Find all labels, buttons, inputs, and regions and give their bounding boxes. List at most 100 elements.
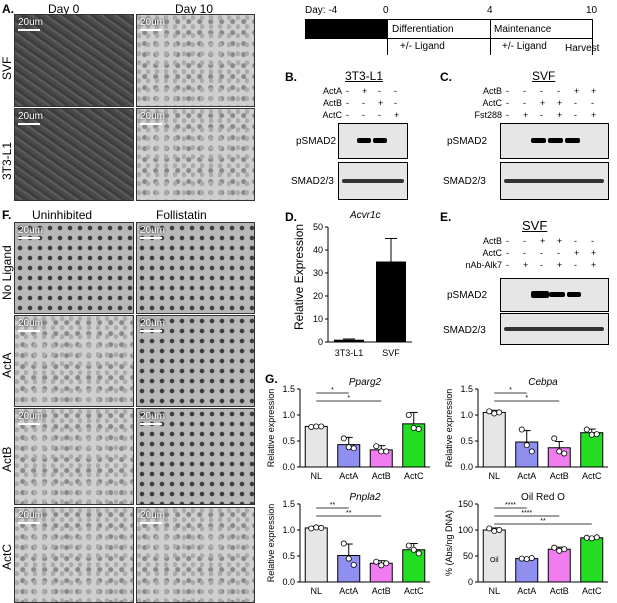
panel-b-title: 3T3-L1: [345, 69, 384, 83]
panel-a-label: A.: [2, 2, 14, 16]
treatment-sign: +: [591, 260, 597, 270]
treatment-sign: -: [540, 110, 543, 120]
scale-bar: 20um: [140, 411, 165, 425]
treatment-sign: -: [362, 110, 365, 120]
x-tick-label: ActA: [517, 471, 536, 481]
bar-annotation: Oil: [490, 557, 499, 564]
data-point: [350, 561, 357, 568]
treatment-sign: -: [362, 98, 365, 108]
treatment-sign: -: [540, 86, 543, 96]
row-label-svf: SVF: [0, 56, 14, 80]
treatment-label: ActB: [482, 86, 502, 96]
scale-bar: 20um: [18, 318, 43, 332]
treatment-sign: +: [591, 86, 597, 96]
treatment-sign: +: [557, 236, 563, 246]
panel-a-col-header-day0: Day 0: [48, 2, 80, 16]
band: [531, 291, 549, 298]
band: [567, 292, 581, 297]
treatment-sign: -: [574, 260, 577, 270]
treatment-sign: +: [540, 236, 546, 246]
data-point: [415, 426, 422, 433]
bar: [334, 339, 364, 342]
treatment-sign: +: [523, 110, 529, 120]
band: [504, 327, 604, 331]
data-point: [340, 540, 347, 547]
row-label-3t3: 3T3-L1: [0, 141, 14, 180]
chart-title: Oil Red O: [521, 492, 565, 503]
treatment-sign: -: [506, 236, 509, 246]
timeline-tick-4: 4: [487, 5, 493, 16]
scale-bar: 20um: [140, 318, 165, 332]
band: [342, 179, 404, 183]
y-tick-label: 100: [458, 525, 473, 535]
y-tick-label: 1.0: [282, 525, 295, 535]
y-tick-label: 1.5: [282, 384, 295, 394]
data-point: [383, 560, 390, 567]
y-tick-label: 1.0: [282, 410, 295, 420]
blot-e-smad23: [500, 313, 609, 345]
band: [549, 292, 565, 297]
data-point: [588, 535, 595, 542]
treatment-sign: -: [346, 98, 349, 108]
treatment-label: ActA: [322, 86, 342, 96]
data-point: [588, 431, 595, 438]
band: [565, 138, 580, 143]
x-tick-label: ActB: [372, 586, 391, 596]
treatment-sign: +: [557, 98, 563, 108]
panel-f-label: F.: [2, 208, 12, 222]
timeline-phase1-sub: +/- Ligand: [400, 41, 445, 52]
data-point: [518, 555, 525, 562]
band: [531, 138, 546, 143]
y-tick-label: 30: [313, 268, 323, 278]
data-point: [551, 435, 558, 442]
significance-label: *: [525, 395, 528, 402]
data-point: [410, 425, 417, 432]
bar: [580, 432, 604, 468]
blot-e-label-smad23: SMAD2/3: [443, 325, 486, 336]
data-point: [318, 524, 325, 531]
blot-c-label-psmad2: pSMAD2: [447, 136, 488, 147]
micrograph-actb-follistatin: 20um: [136, 408, 255, 505]
blot-b-label-smad23: SMAD2/3: [291, 176, 334, 187]
treatment-sign: -: [523, 248, 526, 258]
row-label-actb: ActB: [0, 446, 14, 472]
timeline-phase2-sub: +/- Ligand: [502, 41, 547, 52]
treatment-sign: -: [591, 98, 594, 108]
x-tick-label: ActC: [582, 471, 602, 481]
y-axis-label: Relative expression: [444, 389, 454, 468]
treatment-sign: +: [591, 110, 597, 120]
data-point: [345, 555, 352, 562]
treatment-sign: -: [557, 86, 560, 96]
data-point: [308, 423, 315, 430]
treatment-sign: -: [540, 248, 543, 258]
significance-label: *: [347, 395, 350, 402]
chart-title: Pparg2: [349, 377, 382, 388]
treatment-sign: -: [557, 248, 560, 258]
treatment-sign: -: [540, 260, 543, 270]
panel-g-label: G.: [265, 372, 278, 386]
panel-f-col-header-follistatin: Follistatin: [156, 208, 207, 222]
significance-label: *: [331, 387, 334, 394]
timeline-phase-box: [388, 20, 490, 38]
data-point: [410, 546, 417, 553]
treatment-sign: -: [523, 98, 526, 108]
treatment-sign: -: [574, 236, 577, 246]
treatment-sign: +: [394, 110, 400, 120]
treatment-sign: +: [362, 86, 368, 96]
data-point: [405, 542, 412, 549]
x-tick-label: ActB: [550, 471, 569, 481]
x-tick-label: NL: [488, 586, 500, 596]
micrograph-acta-follistatin: 20um: [136, 315, 255, 407]
data-point: [523, 556, 530, 563]
timeline-tick-10: 10: [586, 5, 598, 16]
y-axis-label: % (Abs/ng DNA): [444, 510, 454, 576]
significance-label: **: [346, 510, 352, 517]
treatment-sign: -: [346, 110, 349, 120]
micrograph-noligand-follistatin: 20um: [136, 222, 255, 314]
y-tick-label: 0.0: [460, 462, 473, 472]
scale-bar: 20um: [18, 411, 43, 425]
treatment-sign: +: [523, 260, 529, 270]
y-tick-label: 1.5: [460, 384, 473, 394]
x-tick-label: NL: [310, 586, 322, 596]
x-tick-label: ActC: [404, 471, 424, 481]
